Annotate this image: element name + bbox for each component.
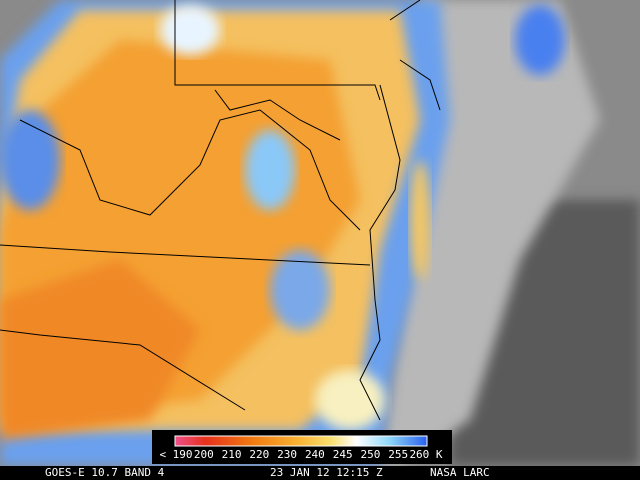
caption-satellite: GOES-E 10.7 BAND 4 bbox=[45, 466, 165, 479]
colorbar-label: 255 bbox=[388, 448, 408, 461]
colorbar-label: < 190 bbox=[159, 448, 192, 461]
imagery bbox=[0, 0, 640, 466]
colorbar: < 190 200 210 220 230 240 245 250 255 260 K bbox=[152, 430, 452, 464]
caption-bar bbox=[0, 466, 640, 480]
colorbar-label: 220 bbox=[249, 448, 269, 461]
colorbar-label: 200 bbox=[194, 448, 214, 461]
colorbar-label: 210 bbox=[222, 448, 242, 461]
colorbar-label: 240 bbox=[305, 448, 325, 461]
colorbar-label: 250 bbox=[361, 448, 381, 461]
state-borders bbox=[0, 0, 441, 421]
colorbar-label: 245 bbox=[333, 448, 353, 461]
colorbar-label: 230 bbox=[277, 448, 297, 461]
colorbar-label: 260 K bbox=[409, 448, 442, 461]
caption-source: NASA LARC bbox=[430, 466, 490, 479]
caption-time: 23 JAN 12 12:15 Z bbox=[270, 466, 383, 479]
